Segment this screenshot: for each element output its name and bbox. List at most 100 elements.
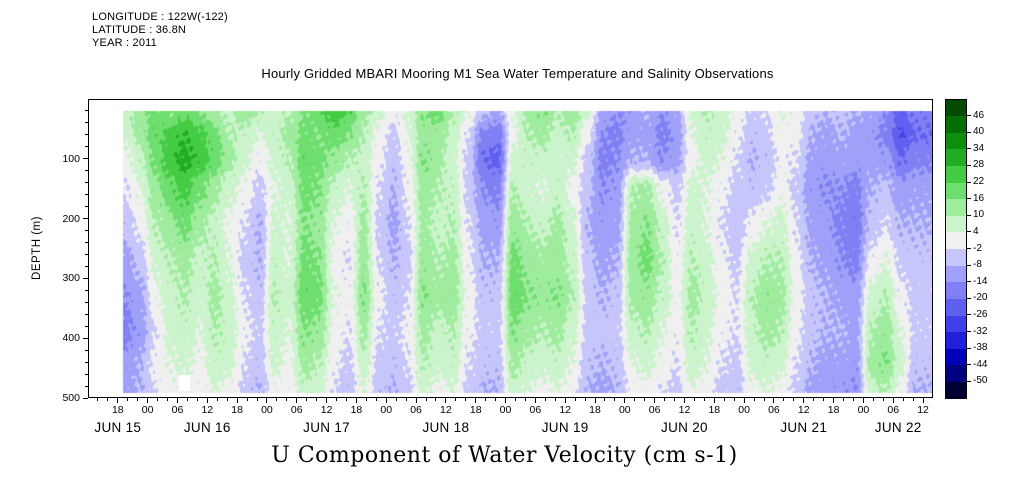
x-minor-tick xyxy=(107,398,109,401)
x-axis-caption: U Component of Water Velocity (cm s-1) xyxy=(271,443,738,468)
x-tick-label: 12 xyxy=(917,404,929,416)
colorbar-segment xyxy=(945,132,967,150)
x-minor-tick xyxy=(763,398,765,401)
x-minor-tick xyxy=(495,398,497,401)
x-minor-tick xyxy=(216,398,218,401)
heatmap-canvas xyxy=(88,99,933,398)
colorbar-tick-label: -2 xyxy=(973,242,982,254)
x-minor-tick xyxy=(196,398,198,401)
x-major-tick xyxy=(117,398,119,403)
colorbar-tick-label: 16 xyxy=(973,192,985,204)
x-tick-label: 06 xyxy=(887,404,900,416)
x-major-tick xyxy=(385,398,387,403)
x-minor-tick xyxy=(634,398,636,401)
colorbar-tick xyxy=(967,297,971,299)
colorbar-segment xyxy=(945,265,967,283)
colorbar-tick-label: 10 xyxy=(973,209,985,221)
x-date-label: JUN 22 xyxy=(874,420,922,435)
y-minor-tick xyxy=(85,361,88,363)
x-major-tick xyxy=(683,398,685,403)
x-major-tick xyxy=(654,398,656,403)
colorbar-tick xyxy=(967,248,971,249)
x-minor-tick xyxy=(823,398,825,401)
y-axis-title: DEPTH (m) xyxy=(31,216,43,280)
x-minor-tick xyxy=(455,398,457,401)
x-date-label: JUN 18 xyxy=(422,420,470,435)
x-tick-label: 12 xyxy=(201,404,214,416)
y-minor-tick xyxy=(85,253,88,255)
x-tick-label: 06 xyxy=(529,404,542,416)
x-minor-tick xyxy=(167,398,169,401)
colorbar-tick xyxy=(967,148,971,150)
colorbar-tick-label: -44 xyxy=(973,358,988,370)
y-major-tick xyxy=(83,158,88,160)
y-minor-tick xyxy=(85,289,88,291)
x-minor-tick xyxy=(544,398,546,401)
x-minor-tick xyxy=(286,398,288,401)
x-major-tick xyxy=(176,398,178,403)
x-major-tick xyxy=(296,398,298,403)
x-minor-tick xyxy=(316,398,318,401)
x-minor-tick xyxy=(137,398,139,401)
x-minor-tick xyxy=(186,398,188,401)
colorbar-segment xyxy=(945,248,967,266)
colorbar-segment xyxy=(945,281,967,299)
x-major-tick xyxy=(594,398,596,403)
x-tick-label: 12 xyxy=(797,404,810,416)
colorbar-segment xyxy=(945,215,967,233)
colorbar-segment xyxy=(945,298,967,316)
x-minor-tick xyxy=(514,398,516,401)
x-tick-label: 18 xyxy=(708,404,721,416)
colorbar-tick-label: 4 xyxy=(973,225,979,237)
x-tick-label: 18 xyxy=(111,404,124,416)
x-major-tick xyxy=(743,398,745,403)
y-minor-tick xyxy=(85,146,88,148)
x-minor-tick xyxy=(345,398,347,401)
colorbar-tick-label: 46 xyxy=(973,109,985,121)
colorbar-segment xyxy=(945,381,967,399)
y-minor-tick xyxy=(85,385,88,387)
colorbar-tick xyxy=(967,364,971,366)
x-tick-label: 00 xyxy=(499,404,512,416)
colorbar-tick-label: 40 xyxy=(973,126,985,138)
plot-border xyxy=(88,99,933,398)
colorbar-segment xyxy=(945,364,967,382)
y-minor-tick xyxy=(85,349,88,351)
x-major-tick xyxy=(713,398,715,403)
colorbar-segment xyxy=(945,314,967,333)
x-major-tick xyxy=(833,398,835,403)
x-minor-tick xyxy=(723,398,725,401)
colorbar-tick xyxy=(967,347,971,349)
colorbar-tick-label: 28 xyxy=(973,159,985,171)
x-tick-label: 06 xyxy=(410,404,422,416)
x-tick-label: 18 xyxy=(350,404,363,416)
x-tick-label: 18 xyxy=(469,404,482,416)
colorbar-tick-label: -20 xyxy=(973,292,988,304)
x-tick-label: 06 xyxy=(768,404,780,416)
x-date-label: JUN 19 xyxy=(541,420,589,435)
x-major-tick xyxy=(892,398,894,403)
x-date-label: JUN 16 xyxy=(183,420,231,435)
colorbar-tick xyxy=(967,164,971,166)
x-minor-tick xyxy=(852,398,854,401)
x-minor-tick xyxy=(783,398,785,401)
x-tick-label: 12 xyxy=(678,404,691,416)
x-major-tick xyxy=(236,398,238,403)
latitude-label: LATITUDE : 36.8N xyxy=(92,24,187,36)
x-minor-tick xyxy=(395,398,397,401)
colorbar-tick xyxy=(967,115,971,117)
x-minor-tick xyxy=(574,398,576,401)
colorbar-tick-label: -26 xyxy=(973,308,988,320)
colorbar-segment xyxy=(945,148,967,167)
x-tick-label: 00 xyxy=(857,404,870,416)
colorbar-tick-label: -50 xyxy=(973,375,988,387)
colorbar-segment xyxy=(945,165,967,183)
x-minor-tick xyxy=(306,398,308,401)
x-tick-label: 00 xyxy=(618,404,631,416)
x-tick-label: 06 xyxy=(171,404,184,416)
x-tick-label: 18 xyxy=(827,404,840,416)
x-minor-tick xyxy=(157,398,159,401)
colorbar-tick xyxy=(967,281,971,283)
x-tick-label: 06 xyxy=(290,404,303,416)
